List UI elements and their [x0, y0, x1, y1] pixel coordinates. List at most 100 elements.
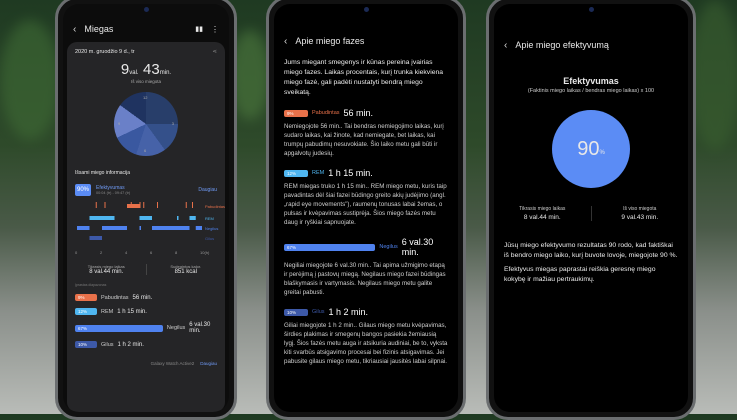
phase-bar: 67%: [75, 324, 163, 332]
page-title: Apie miego fazes: [295, 36, 365, 46]
phase-bar: 12%: [284, 169, 308, 177]
page-title: Miegas: [84, 24, 114, 34]
phase-row[interactable]: 67% Negilus 6 val.30 min.: [67, 322, 225, 334]
phase-name: REM: [312, 170, 325, 176]
page-title: Apie miego efektyvumą: [515, 40, 609, 50]
phase-value: 6 val.30 min.: [189, 322, 211, 334]
phase-name: Gilus: [101, 341, 114, 348]
calories-label: Sudegintos kalor.: [170, 264, 202, 269]
phase-value: 1 h 2 min.: [117, 341, 144, 348]
efficiency-time: 00:04 (tr) - 09:47 (tr): [96, 191, 131, 195]
calories-value: 851 kcal: [174, 269, 197, 275]
phase-value: 1 h 15 min.: [328, 168, 373, 178]
actual-value: 8 val.44 min.: [89, 269, 124, 275]
awake-mark: [192, 202, 193, 208]
stage-label: REM: [205, 216, 214, 221]
camera: [144, 7, 149, 12]
more-link[interactable]: Daugiau: [198, 187, 217, 193]
phase-row[interactable]: 10% Gilus 1 h 2 min.: [67, 341, 225, 348]
awake-mark: [130, 202, 132, 208]
phase-name: Negilus: [166, 325, 186, 331]
details-title: Išsami miego informacija: [75, 170, 131, 176]
x-tick-label: 2: [100, 250, 103, 255]
awake-mark: [185, 202, 187, 208]
camera: [589, 7, 594, 12]
actual-label: Tikrasis miego laikas: [519, 206, 566, 212]
back-icon[interactable]: ‹: [73, 23, 77, 35]
stage-segment: [89, 236, 102, 240]
phase-value: 1 h 2 min.: [328, 307, 369, 317]
efficiency-label: Efektyvumas: [96, 185, 125, 191]
phone-middle: ‹ Apie miego fazes Jums miegant smegenys…: [266, 0, 466, 420]
phase-header: 67% Negilus 6 val.30 min.: [274, 237, 458, 257]
phase-description: Negiliai miegojote 6 val.30 min.. Tai ap…: [284, 262, 446, 296]
camera: [364, 7, 369, 12]
total-sleep: 9val. 43min. Iš viso miegota: [120, 61, 172, 84]
stage-segment: [102, 216, 115, 220]
phase-bar: 10%: [75, 341, 97, 348]
phase-row[interactable]: 9% Pabudintas 56 min.: [67, 294, 225, 301]
back-icon[interactable]: ‹: [504, 39, 508, 51]
chart-icon[interactable]: ▮▮: [195, 26, 203, 33]
phase-row[interactable]: 12% REM 1 h 15 min.: [67, 308, 225, 315]
hypnogram: Pabudintas REM Negilus Gilus 0 2 4 6 8 10(h): [75, 202, 225, 255]
phase-name: Pabudintas: [101, 294, 129, 301]
stage-segment: [189, 216, 196, 220]
sleep-clock: 12 3 6 9: [114, 92, 178, 156]
intro-text: Jums miegant smegenys ir kūnas pereina į…: [284, 59, 444, 96]
x-tick-label: 10(h): [200, 250, 210, 255]
stage-segment: [89, 216, 102, 220]
phone-left: ‹ Miegas ▮▮ ⋮ 2020 m. gruodžio 9 d., tr …: [55, 0, 237, 420]
x-tick-label: 8: [175, 250, 178, 255]
stage-label: Gilus: [205, 236, 214, 241]
stage-segment: [139, 226, 141, 230]
phase-bar: 9%: [284, 109, 308, 117]
phase-name: Gilus: [312, 309, 325, 315]
explanation-1: Jūsų miego efektyvumo rezultatas 90 rodo…: [504, 242, 678, 259]
device-name: Galaxy Watch Active2: [150, 361, 195, 366]
legend-note: Įprastas diapazonas: [75, 283, 107, 287]
back-icon[interactable]: ‹: [284, 35, 288, 47]
stage-segment: [177, 226, 190, 230]
phase-header: 10% Gilus 1 h 2 min.: [274, 307, 458, 317]
formula: (Faktinis miego laikas / bendras miego l…: [527, 88, 655, 94]
phase-description: Giliai miegojote 1 h 2 min.. Gilaus mieg…: [284, 322, 448, 365]
phase-description: Nemiegojote 56 min.. Tai bendras nemiego…: [284, 123, 444, 157]
phase-name: Pabudintas: [312, 110, 340, 116]
actual-label: Tikrasis miego laikas: [87, 264, 125, 269]
total-value: 9 val.43 min.: [621, 214, 659, 221]
phase-bar: 12%: [75, 308, 97, 315]
x-tick-label: 6: [150, 250, 153, 255]
phase-header: 12% REM 1 h 15 min.: [274, 168, 458, 178]
phase-value: 6 val.30 min.: [401, 237, 434, 257]
phase-bar: 67%: [284, 243, 376, 251]
total-label: Iš viso miegota: [623, 206, 657, 212]
awake-mark: [95, 202, 97, 208]
share-icon[interactable]: ⋖: [212, 49, 217, 55]
phase-value: 56 min.: [132, 294, 153, 301]
more-icon[interactable]: ⋮: [211, 24, 219, 34]
phase-description: REM miegas truko 1 h 15 min.. REM miego …: [284, 183, 447, 226]
stage-label: Negilus: [205, 226, 218, 231]
awake-mark: [143, 202, 145, 208]
stage-segment: [195, 226, 202, 230]
stage-segment: [77, 226, 90, 230]
efficiency-badge[interactable]: 90%: [75, 184, 92, 196]
phase-header: 9% Pabudintas 56 min.: [274, 108, 458, 118]
actual-value: 8 val.44 min.: [523, 214, 561, 221]
efficiency-heading: Efektyvumas: [563, 76, 619, 86]
phase-bar: 9%: [75, 294, 97, 301]
device-more-link[interactable]: Daugiau: [200, 361, 217, 366]
stage-segment: [177, 216, 179, 220]
x-tick-label: 4: [125, 250, 128, 255]
phase-bar: 10%: [284, 308, 308, 316]
x-tick-label: 0: [75, 250, 78, 255]
efficiency-circle: 90%: [552, 110, 630, 188]
awake-mark: [157, 202, 158, 208]
phase-value: 1 h 15 min.: [117, 308, 147, 315]
stage-segment: [139, 216, 152, 220]
stage-segment: [102, 226, 127, 230]
awake-mark: [104, 202, 106, 208]
stage-segment: [127, 204, 140, 208]
stage-label: Pabudintas: [205, 204, 225, 209]
